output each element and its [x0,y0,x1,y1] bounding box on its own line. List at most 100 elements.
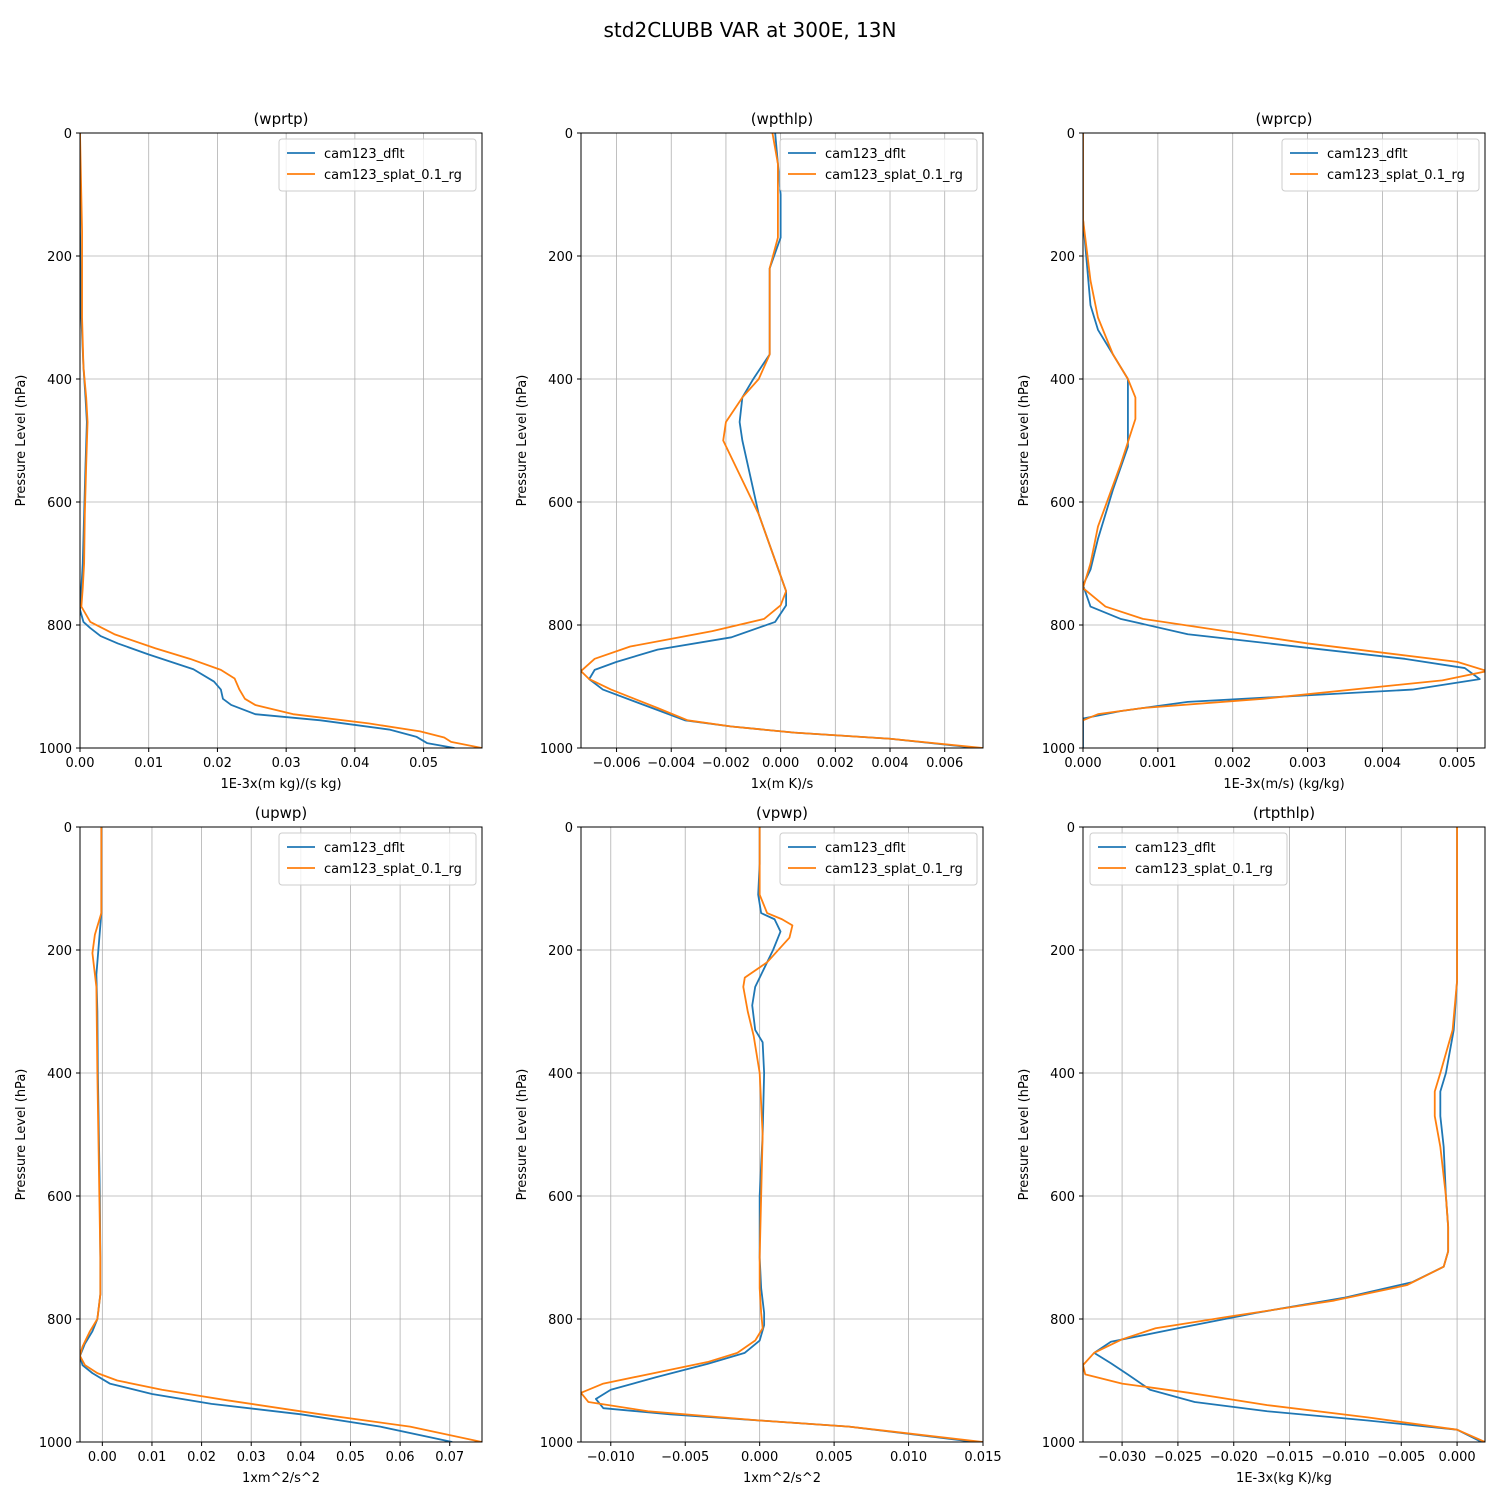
x-axis-label: 1xm^2/s^2 [242,1471,320,1486]
y-tick-label: 800 [47,619,72,634]
legend-box [278,832,477,886]
x-tick-label: 0.05 [409,756,438,771]
y-tick-label: 400 [548,373,573,388]
x-tick-label: 0.000 [762,756,799,771]
y-tick-label: 400 [47,1067,72,1082]
x-axis-label: 1x(m K)/s [751,777,814,792]
panel-title: (wprcp) [1255,110,1312,128]
x-tick-label: −0.020 [1210,1450,1258,1465]
x-tick-label: 0.002 [1214,756,1251,771]
x-tick-label: 0.00 [66,756,95,771]
y-tick-label: 400 [1050,1067,1075,1082]
chart-panel-3: 0.000 0.001 0.002 0.003 0.004 0.005 0 200 400 600… [1017,110,1486,792]
x-tick-label: 0.003 [1289,756,1326,771]
legend-box [779,138,978,192]
x-axis-label: 1E-3x(m kg)/(s kg) [220,777,341,792]
y-tick-label: 1000 [39,1436,72,1451]
axes-frame [79,132,483,749]
series-line-cam123-splat-0-1-rg [1083,827,1485,1442]
y-tick-label: 0 [1067,127,1075,142]
x-tick-label: −0.025 [1154,1450,1202,1465]
legend-box [1281,138,1480,192]
y-tick-label: 600 [548,496,573,511]
legend-label: cam123_dflt [825,841,906,856]
x-tick-label: −0.010 [587,1450,635,1465]
x-tick-label: 0.04 [340,756,369,771]
x-tick-label: 0.000 [1064,756,1101,771]
x-tick-label: −0.010 [1321,1450,1369,1465]
y-tick-label: 0 [565,127,573,142]
figure-title: std2CLUBB VAR at 300E, 13N [604,18,897,42]
legend: cam123_dflt cam123_splat_0.1_rg [278,832,477,886]
y-tick-label: 600 [548,1190,573,1205]
y-tick-label: 200 [1050,944,1075,959]
axes-frame [580,132,984,749]
legend: cam123_dflt cam123_splat_0.1_rg [278,138,477,192]
x-tick-label: 0.02 [187,1450,216,1465]
x-tick-label: 0.006 [926,756,963,771]
x-tick-label: −0.015 [1266,1450,1314,1465]
y-axis-label: Pressure Level (hPa) [1017,375,1032,507]
axes-frame [1082,826,1486,1443]
y-tick-label: 200 [548,944,573,959]
y-axis-label: Pressure Level (hPa) [515,375,530,507]
legend-label: cam123_splat_0.1_rg [825,168,963,183]
y-tick-label: 600 [1050,1190,1075,1205]
y-tick-label: 200 [1050,250,1075,265]
series-line-cam123-splat-0-1-rg [80,133,482,748]
y-tick-label: 0 [64,821,72,836]
panel-title: (wprtp) [253,110,308,128]
x-tick-label: 0.01 [134,756,163,771]
y-tick-label: 600 [47,496,72,511]
y-tick-label: 1000 [1042,1436,1075,1451]
y-tick-label: 1000 [1042,742,1075,757]
y-axis-label: Pressure Level (hPa) [515,1069,530,1201]
y-tick-label: 600 [47,1190,72,1205]
axes-frame [580,826,984,1443]
legend-box [779,832,978,886]
x-tick-label: 0.01 [137,1450,166,1465]
y-axis-label: Pressure Level (hPa) [14,1069,29,1201]
x-tick-label: 0.00 [88,1450,117,1465]
y-tick-label: 800 [548,619,573,634]
legend-label: cam123_dflt [1135,841,1216,856]
chart-grid: 0.00 0.01 0.02 0.03 0.04 0.05 0 200 400 600 800 100… [14,110,1486,1486]
x-tick-label: 0.04 [286,1450,315,1465]
x-tick-label: 0.005 [816,1450,853,1465]
x-tick-label: 0.005 [1439,756,1476,771]
x-tick-label: −0.004 [647,756,695,771]
series-line-cam123-dflt [1093,827,1483,1442]
y-tick-label: 800 [548,1313,573,1328]
y-tick-label: 400 [1050,373,1075,388]
legend-box [1089,832,1288,886]
x-tick-label: 0.001 [1139,756,1176,771]
x-tick-label: 0.000 [741,1450,778,1465]
y-tick-label: 0 [64,127,72,142]
x-axis-label: 1E-3x(kg K)/kg [1236,1471,1332,1486]
x-tick-label: 0.06 [386,1450,415,1465]
legend-label: cam123_splat_0.1_rg [1327,168,1465,183]
x-tick-label: −0.005 [661,1450,709,1465]
y-tick-label: 1000 [540,742,573,757]
x-tick-label: 0.004 [871,756,908,771]
y-tick-label: 0 [1067,821,1075,836]
legend-label: cam123_dflt [324,147,405,162]
x-tick-label: −0.002 [702,756,750,771]
legend-label: cam123_splat_0.1_rg [825,862,963,877]
y-tick-label: 200 [47,250,72,265]
series-line-cam123-splat-0-1-rg [581,827,983,1442]
x-axis-label: 1xm^2/s^2 [743,1471,821,1486]
legend: cam123_dflt cam123_splat_0.1_rg [779,138,978,192]
y-tick-label: 1000 [540,1436,573,1451]
legend-label: cam123_splat_0.1_rg [1135,862,1273,877]
x-tick-label: 0.03 [237,1450,266,1465]
legend-box [278,138,477,192]
legend-label: cam123_dflt [825,147,906,162]
x-tick-label: 0.004 [1364,756,1401,771]
panel-title: (upwp) [255,804,308,822]
x-tick-label: 0.03 [272,756,301,771]
legend-label: cam123_splat_0.1_rg [324,862,462,877]
y-axis-label: Pressure Level (hPa) [14,375,29,507]
chart-panel-2: −0.006 −0.004 −0.002 0.000 0.002 0.004 0.006 0 2… [515,110,984,792]
